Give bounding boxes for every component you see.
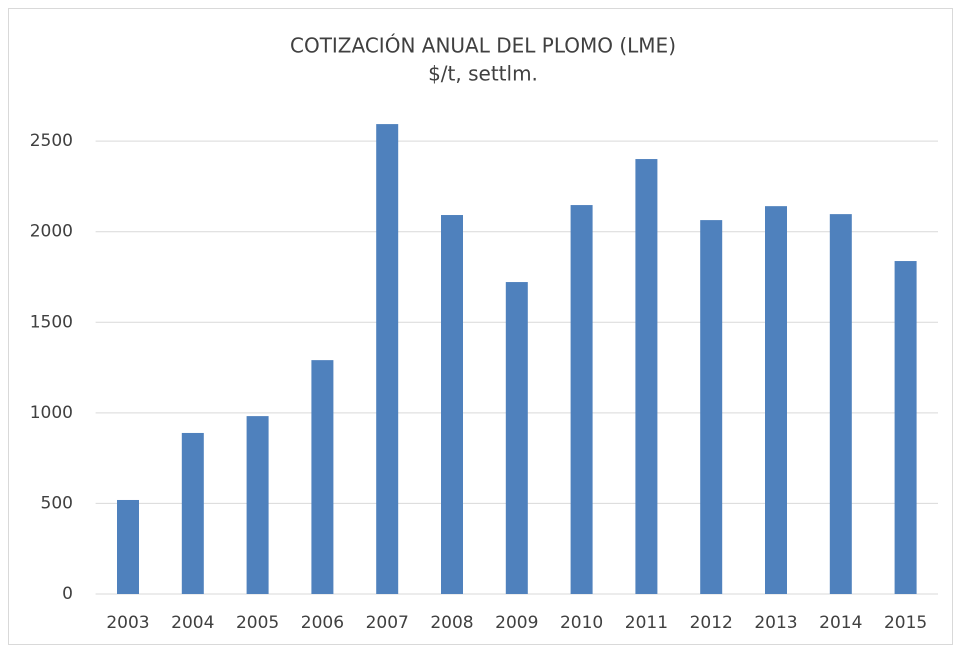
y-tick-label: 0 [62,584,73,604]
bar [765,206,787,595]
bar [894,261,917,594]
x-tick-label: 2013 [754,613,797,633]
bar [376,124,399,595]
x-tick-label: 2012 [690,613,733,633]
bar [246,416,269,594]
x-tick-label: 2007 [366,613,409,633]
chart-subtitle: $/t, settlm. [428,62,538,86]
x-tick-label: 2011 [625,613,668,633]
bar [570,205,593,595]
chart-title: COTIZACIÓN ANUAL DEL PLOMO (LME) [290,34,676,58]
x-tick-label: 2010 [560,613,603,633]
x-tick-label: 2014 [819,613,862,633]
bar [505,282,528,594]
x-tick-label: 2006 [301,613,344,633]
bar [635,159,658,594]
x-tick-label: 2015 [884,613,927,633]
y-tick-label: 500 [41,493,73,513]
y-tick-label: 2500 [30,131,73,151]
x-tick-label: 2004 [171,613,214,633]
bar [829,214,852,594]
x-tick-label: 2003 [106,613,149,633]
y-tick-label: 2000 [30,222,73,242]
bar [117,499,139,594]
bar [181,432,204,594]
bar [700,220,723,595]
y-tick-label: 1500 [30,312,73,332]
x-tick-label: 2005 [236,613,279,633]
y-tick-label: 1000 [30,403,73,423]
x-tick-label: 2009 [495,613,538,633]
bar [311,360,334,594]
chart-frame [8,8,953,645]
x-tick-label: 2008 [430,613,473,633]
bar [441,215,463,594]
